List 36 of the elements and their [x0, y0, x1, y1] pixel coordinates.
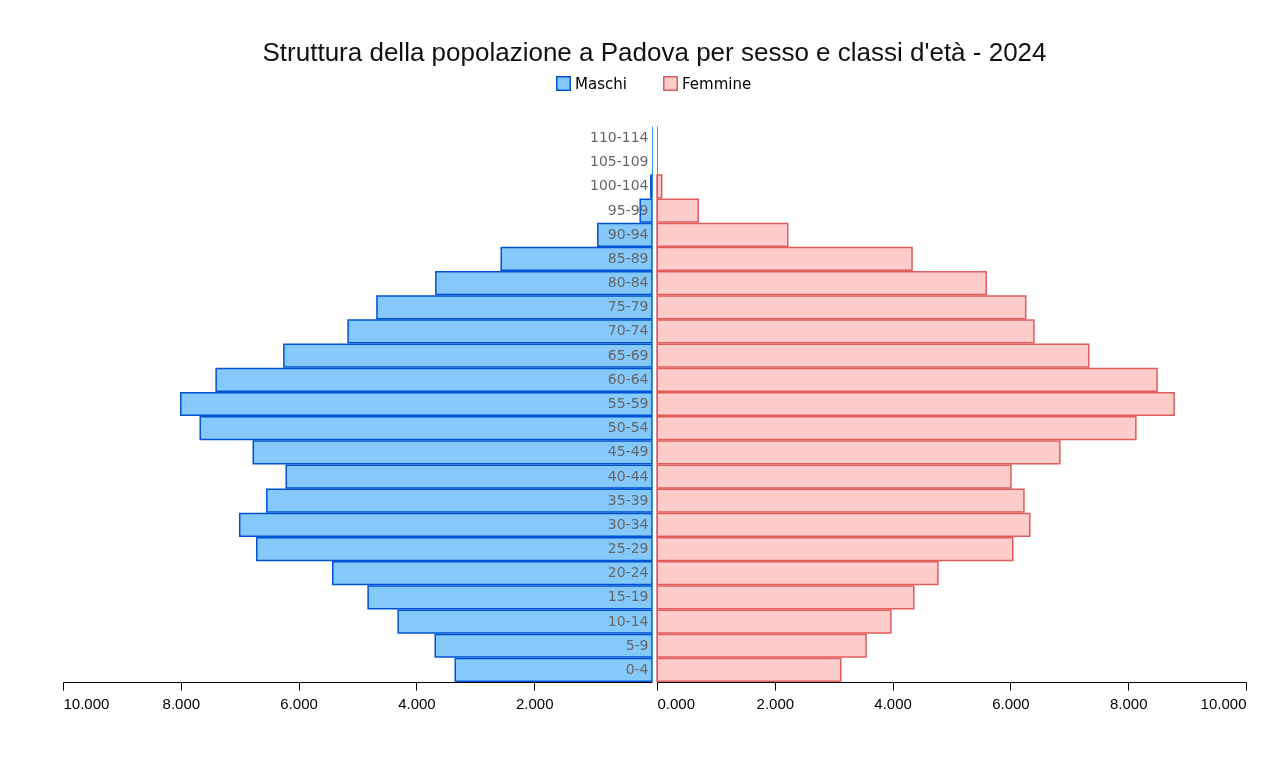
y-tick-label: 45-49	[607, 443, 649, 460]
y-tick-label: 105-109	[590, 153, 649, 170]
y-tick-label: 85-89	[607, 249, 649, 266]
y-tick-label: 40-44	[607, 467, 649, 484]
x-tick-label: 2.000	[515, 694, 554, 712]
y-tick-label: 80-84	[607, 274, 649, 291]
x-tick-label: 6.000	[280, 694, 318, 712]
y-tick-label: 0-4	[625, 660, 649, 677]
y-tick-label: 90-94	[607, 225, 649, 242]
x-tick-label: 8.000	[1109, 694, 1148, 712]
x-tick-label: 4.000	[874, 694, 912, 712]
y-tick-label: 75-79	[607, 298, 649, 315]
y-tick-label: 35-39	[607, 491, 649, 508]
y-tick-label: 50-54	[607, 419, 649, 436]
y-tick-label: 5-9	[625, 636, 649, 653]
y-tick-label: 30-34	[607, 515, 649, 532]
y-tick-label: 110-114	[590, 129, 649, 146]
y-tick-label: 60-64	[607, 370, 649, 387]
x-tick-label: 2.000	[756, 694, 795, 712]
y-tick-label: 70-74	[607, 322, 649, 339]
x-tick-label: 4.000	[398, 694, 436, 712]
y-tick-label: 65-69	[607, 346, 649, 363]
y-tick-label: 25-29	[607, 540, 649, 557]
x-tick-label: 6.000	[992, 694, 1030, 712]
x-tick-label: 10.000	[63, 694, 110, 712]
x-tick-label: 0.000	[657, 694, 696, 712]
y-tick-label: 10-14	[607, 612, 649, 629]
y-tick-label: 15-19	[607, 588, 649, 605]
legend-label: Femmine	[682, 74, 752, 93]
chart-title: Struttura della popolazione a Padova per sesso e classi d'età - 2024	[262, 37, 1047, 67]
y-tick-label: 100-104	[590, 177, 649, 194]
y-tick-label: 55-59	[607, 395, 649, 411]
x-tick-label: 8.000	[162, 694, 201, 712]
y-tick-label: 20-24	[607, 564, 649, 581]
x-tick-label: 10.000	[1200, 694, 1247, 712]
legend-label: Maschi	[575, 74, 627, 93]
